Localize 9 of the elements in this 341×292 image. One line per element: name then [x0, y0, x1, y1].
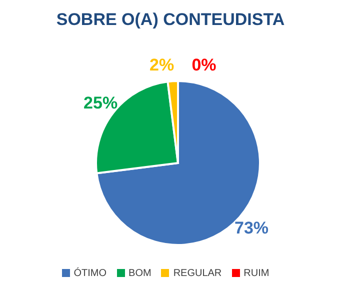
data-label: 2%: [150, 56, 174, 75]
chart-title: SOBRE O(A) CONTEUDISTA: [55, 10, 286, 30]
text: 0%: [192, 56, 216, 74]
legend-label: ÓTIMO: [74, 268, 107, 279]
data-label: 73%: [234, 218, 269, 238]
data-label: 25%: [84, 93, 118, 112]
legend-label: RUIM: [244, 268, 270, 279]
legend-label: REGULAR: [173, 268, 222, 279]
legend-label: BOM: [128, 268, 152, 279]
